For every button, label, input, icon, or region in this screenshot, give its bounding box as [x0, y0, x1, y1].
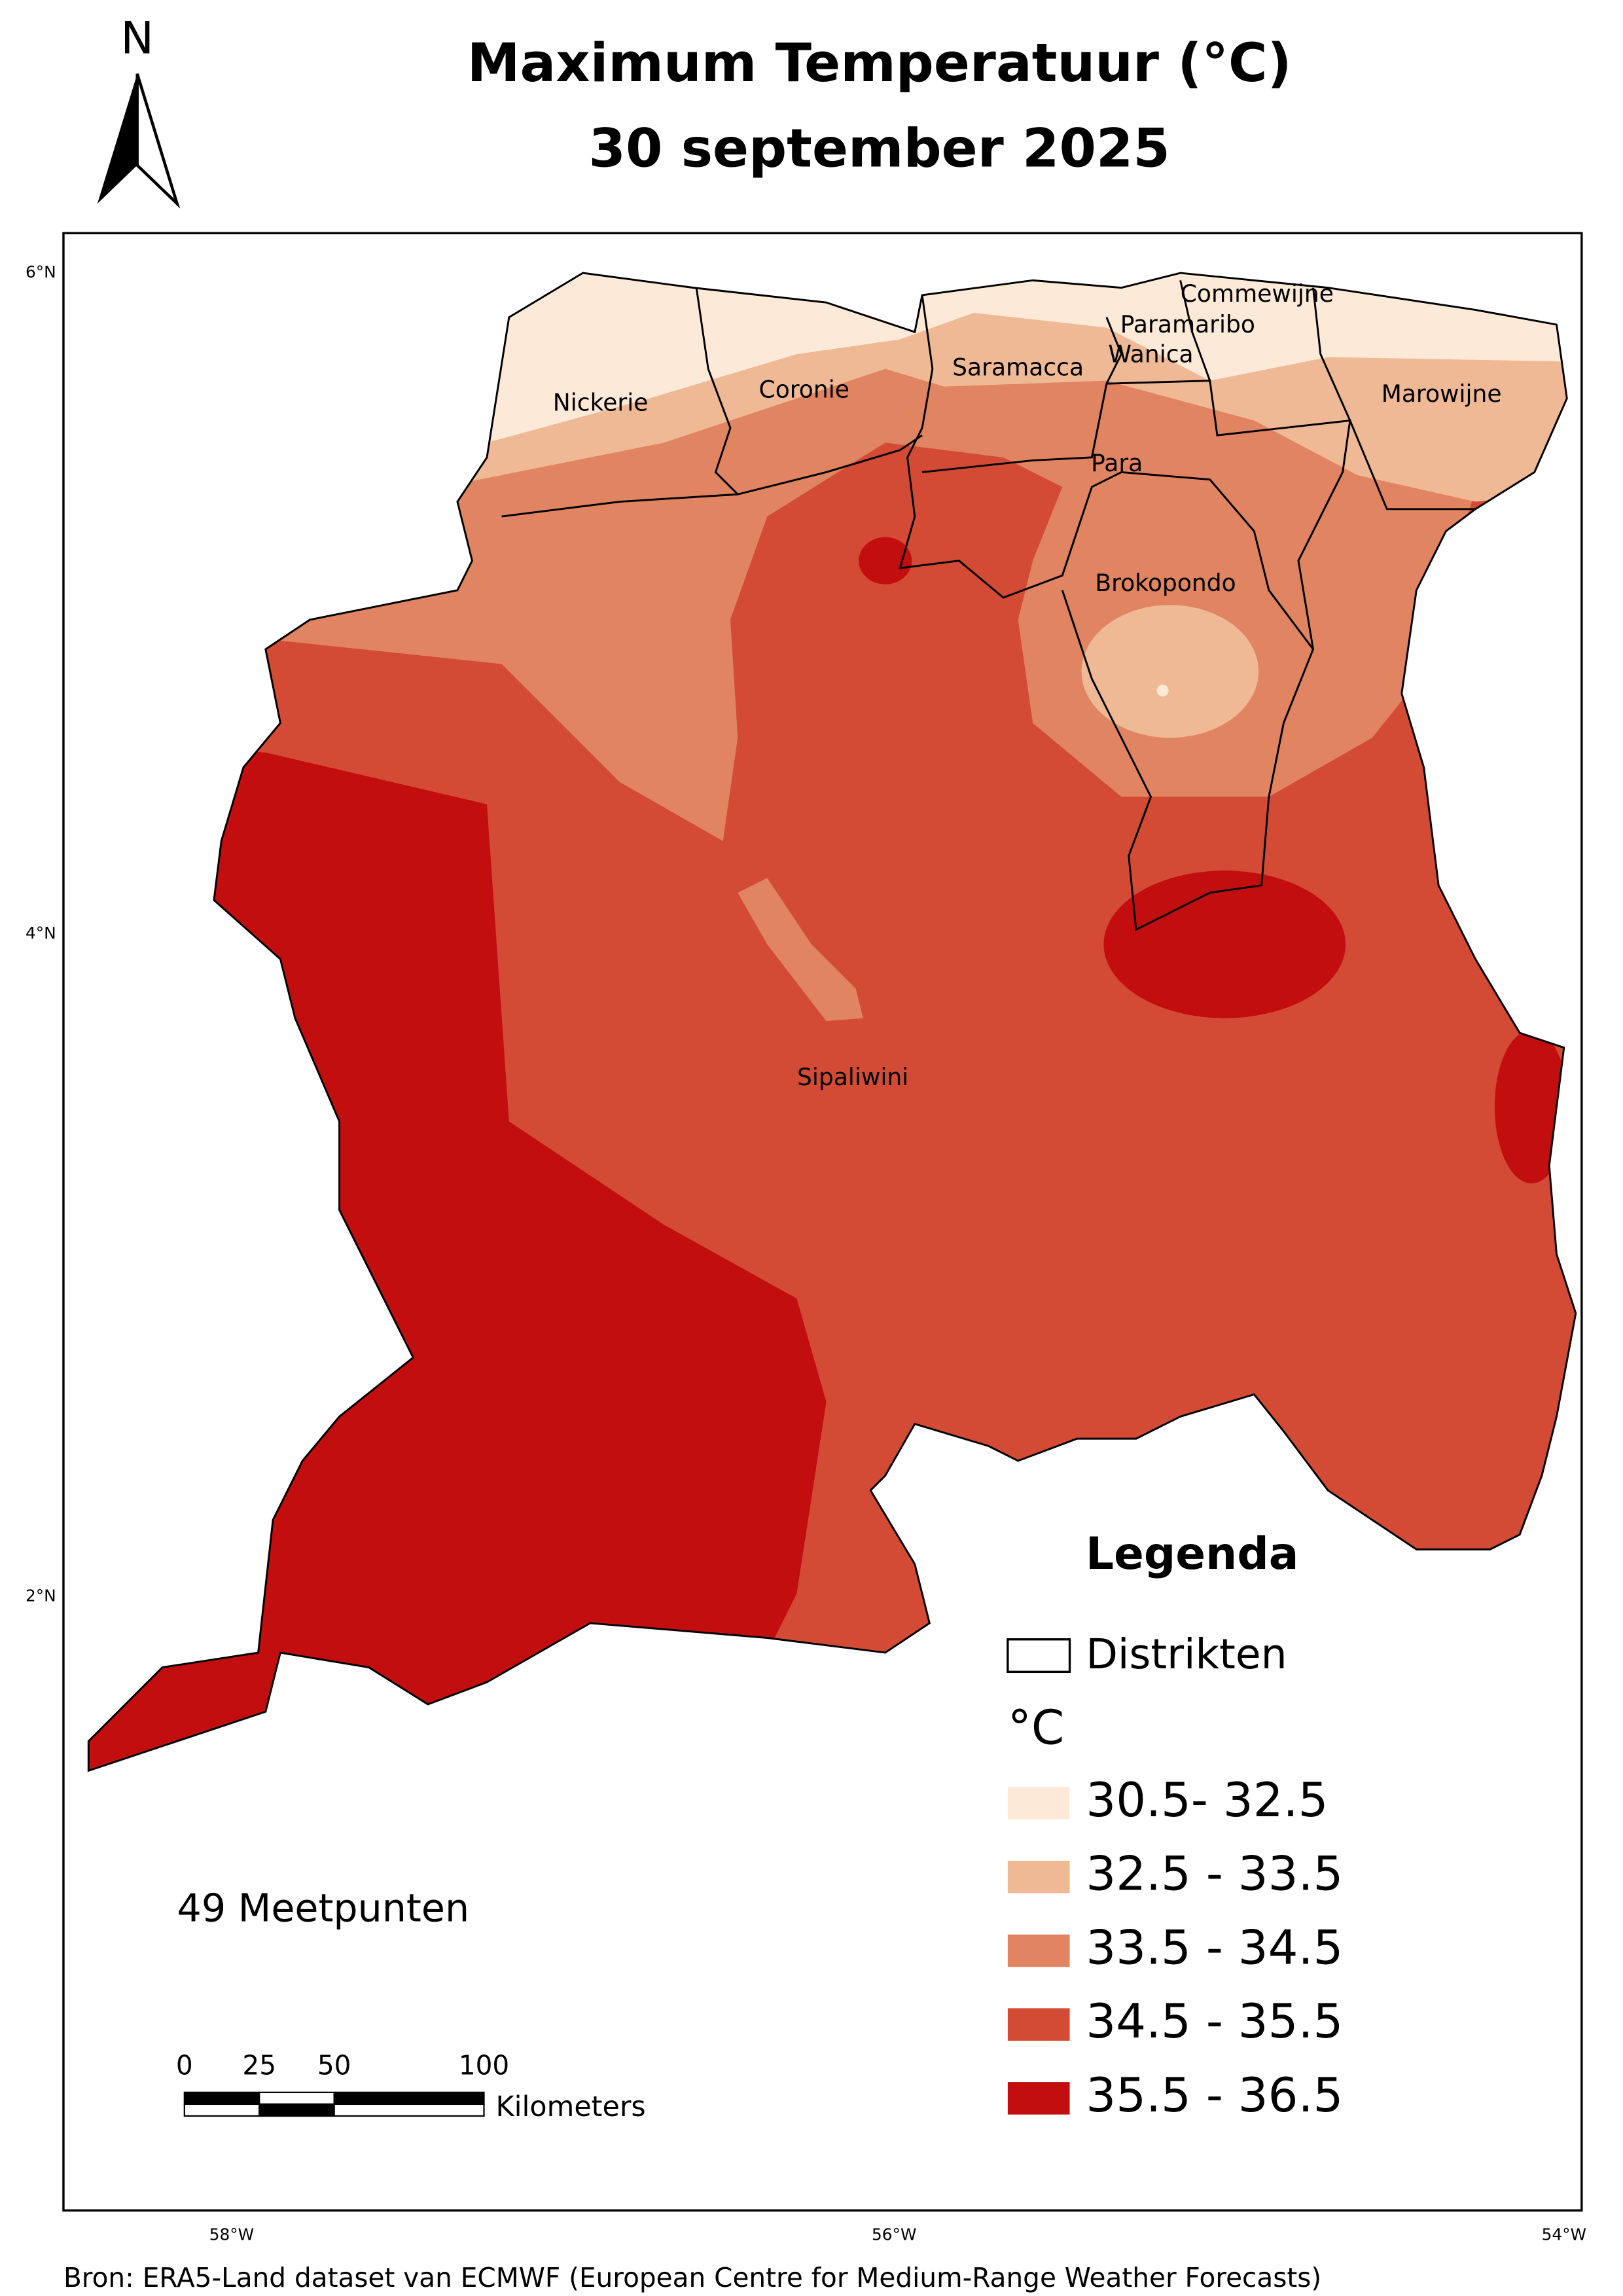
- district-label: Commewijne: [1181, 280, 1334, 308]
- district-boundaries: [501, 280, 1476, 931]
- north-label: N: [120, 12, 154, 64]
- legend-label: 34.5 - 35.5: [1086, 1994, 1343, 2049]
- map-frame: [62, 232, 1583, 2212]
- legend-swatch: [1007, 2082, 1070, 2115]
- district-label: Sipaliwini: [797, 1064, 908, 1091]
- legend-swatch: [1007, 1860, 1070, 1893]
- district-label: Brokopondo: [1095, 569, 1236, 597]
- title: Maximum Temperatuur (°C): [467, 33, 1292, 94]
- lat-label: 2°N: [26, 1586, 56, 1605]
- district-label: Paramaribo: [1120, 311, 1255, 338]
- zone: [1103, 870, 1346, 1018]
- scale-bar: 0 25 50 100: [176, 2050, 509, 2117]
- district-label: Marowijne: [1382, 380, 1502, 408]
- scale-unit: Kilometers: [496, 2090, 646, 2123]
- zone: [1494, 1030, 1569, 1184]
- lon-label: 54°W: [1542, 2225, 1586, 2244]
- legend-label: 32.5 - 33.5: [1086, 1847, 1343, 1902]
- legend-swatch: [1007, 1934, 1070, 1967]
- north-arrow: [135, 73, 181, 209]
- district-label: Coronie: [759, 376, 849, 403]
- district-label: Wanica: [1108, 340, 1193, 368]
- legend-unit: °C: [1008, 1701, 1064, 1756]
- note: 49 Meetpunten: [177, 1886, 470, 1931]
- legend-swatch: [1007, 1787, 1070, 1820]
- scale-segment: [333, 2103, 485, 2117]
- legend-swatch: [1007, 2008, 1070, 2041]
- boundary: [501, 434, 923, 518]
- zone: [859, 537, 912, 584]
- legend-label: 30.5- 32.5: [1086, 1773, 1328, 1828]
- boundary: [1105, 280, 1476, 511]
- scale-label: 0: [176, 2050, 193, 2081]
- scale-segment: [259, 2091, 335, 2106]
- legend-label: 33.5 - 34.5: [1086, 1920, 1343, 1975]
- scale-segment: [183, 2103, 260, 2117]
- scale-label: 25: [242, 2050, 276, 2081]
- zone: [738, 878, 863, 1022]
- scale-segment: [333, 2091, 485, 2106]
- lon-label: 58°W: [209, 2225, 254, 2244]
- boundary: [899, 295, 1315, 931]
- lat-label: 6°N: [26, 262, 56, 281]
- scale-segment: [183, 2091, 260, 2106]
- district-label: Nickerie: [553, 389, 649, 417]
- zone: [1081, 605, 1259, 738]
- district-labels: Nickerie Coronie Saramacca Commewijne Parama…: [553, 280, 1502, 1091]
- north-arrow: [97, 73, 137, 204]
- legend-title: Legenda: [1086, 1528, 1298, 1579]
- boundary: [695, 287, 739, 495]
- lon-label: 56°W: [872, 2225, 916, 2244]
- scale-label: 100: [459, 2050, 509, 2081]
- district-label: Para: [1091, 450, 1143, 477]
- source: Bron: ERA5-Land dataset van ECMWF (Europ…: [63, 2262, 1321, 2293]
- scale-label: 50: [317, 2050, 351, 2081]
- district-label: Saramacca: [952, 354, 1084, 382]
- title: 30 september 2025: [589, 118, 1170, 180]
- zone: [1156, 685, 1169, 697]
- lat-label: 4°N: [26, 924, 56, 942]
- legend-swatch: [1007, 1638, 1071, 1674]
- legend-label: 35.5 - 36.5: [1086, 2068, 1343, 2123]
- legend-classes: 30.5- 32.5 32.5 - 33.5 33.5 - 34.5 34.5 - 3…: [1007, 1773, 1343, 2123]
- scale-segment: [259, 2103, 335, 2117]
- legend-label: Distrikten: [1086, 1630, 1287, 1678]
